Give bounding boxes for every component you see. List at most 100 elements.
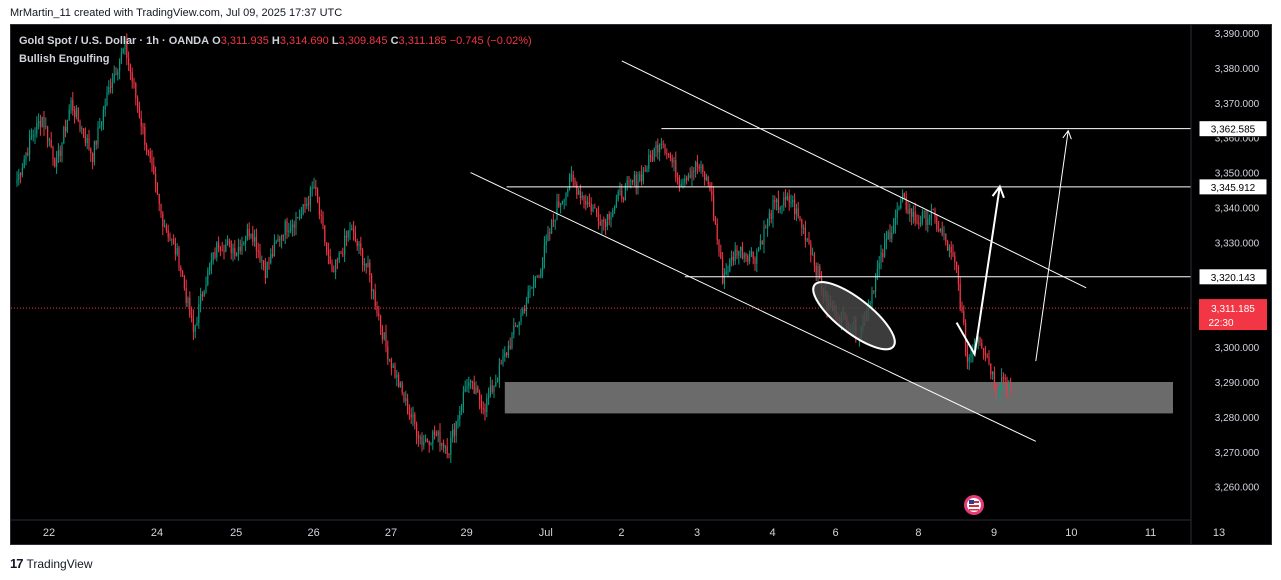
candle-body <box>389 359 391 361</box>
candle-body <box>988 356 990 364</box>
candle-body <box>158 193 160 204</box>
candle-body <box>538 276 540 278</box>
candle-body <box>414 414 416 424</box>
candle-body <box>284 221 286 236</box>
candle-body <box>162 213 164 227</box>
y-tick-label: 3,340.000 <box>1215 204 1260 215</box>
candle-body <box>77 108 79 122</box>
candle-body <box>950 246 952 253</box>
candle-body <box>637 180 639 188</box>
candle-body <box>617 191 619 200</box>
candle-body <box>507 345 509 356</box>
tradingview-logo[interactable]: 17 TradingView <box>10 556 93 571</box>
candle-body <box>367 262 369 267</box>
channel-line-upper[interactable] <box>621 60 1087 289</box>
candle-body <box>506 353 508 356</box>
candle-body <box>410 414 412 418</box>
candle-body <box>914 211 916 222</box>
engulfing-ellipse[interactable] <box>804 272 904 360</box>
price-tag[interactable] <box>1198 268 1268 286</box>
projection-path[interactable] <box>955 186 1001 358</box>
candle-body <box>981 343 983 348</box>
candle-body <box>349 230 351 232</box>
candle-body <box>173 238 175 243</box>
candle-body <box>504 353 506 357</box>
candle-body <box>761 240 763 245</box>
candle-body <box>671 158 673 163</box>
candle-body <box>655 144 657 149</box>
candle-body <box>383 332 385 340</box>
chart-frame[interactable]: 3,390.000 3,380.000 3,370.000 3,360.000 3,35… <box>10 24 1272 545</box>
candle-body <box>714 216 716 224</box>
candle-body <box>525 302 527 312</box>
low-value: 3,309.845 <box>338 35 388 47</box>
candle-body <box>885 238 887 242</box>
candle-body <box>336 259 338 261</box>
candle-body <box>569 175 571 189</box>
candle-body <box>605 222 607 227</box>
candle-body <box>527 291 529 303</box>
candle-body <box>232 248 234 253</box>
candle-body <box>475 387 477 394</box>
candle-body <box>457 418 459 422</box>
candle-body <box>372 290 374 292</box>
price-tag[interactable] <box>1198 120 1268 138</box>
tradingview-logo-icon: 17 <box>10 556 24 571</box>
x-tick-label: 10 <box>1065 527 1077 539</box>
candle-body <box>455 421 457 436</box>
candle-body <box>63 127 65 143</box>
candle-body <box>560 204 562 207</box>
candle-body <box>884 241 886 257</box>
candle-body <box>745 253 747 257</box>
candle-body <box>149 151 151 159</box>
candle-body <box>669 154 671 159</box>
candle-body <box>880 252 882 263</box>
candle-body <box>320 214 322 216</box>
candle-body <box>680 183 682 187</box>
candle-body <box>817 266 819 276</box>
candle-body <box>209 265 211 271</box>
candle-body <box>345 235 347 238</box>
price-tag[interactable] <box>1198 178 1268 196</box>
candle-body <box>353 228 355 233</box>
candle-body <box>351 228 353 231</box>
current-price-tag[interactable] <box>1199 299 1267 331</box>
candle-body <box>444 446 446 448</box>
candle-body <box>947 241 949 251</box>
candle-body <box>687 175 689 181</box>
candle-body <box>561 201 563 205</box>
candle-body <box>308 203 310 205</box>
candle-body <box>515 325 517 327</box>
candle-body <box>396 374 398 378</box>
price-chart[interactable]: 3,390.000 3,380.000 3,370.000 3,360.000 3,35… <box>11 25 1272 545</box>
candle-body <box>164 226 166 228</box>
candle-body <box>767 219 769 229</box>
candle-body <box>322 215 324 226</box>
candle-body <box>756 251 758 264</box>
candle-body <box>421 437 423 446</box>
support-zone[interactable] <box>504 382 1173 414</box>
candle-body <box>250 233 252 237</box>
symbol-legend: Gold Spot / U.S. Dollar · 1h · OANDA O3,… <box>19 35 532 47</box>
candle-body <box>30 136 32 138</box>
candle-body <box>551 220 553 234</box>
candle-body <box>819 266 821 279</box>
candle-body <box>498 363 500 381</box>
candle-body <box>731 256 733 259</box>
target-arrow[interactable] <box>1035 130 1069 362</box>
candle-body <box>759 240 761 248</box>
candle-body <box>189 297 191 316</box>
candle-body <box>230 241 232 253</box>
drawings-layer[interactable] <box>470 60 1191 442</box>
candle-body <box>711 190 713 196</box>
candle-body <box>813 254 815 266</box>
candle-body <box>581 195 583 199</box>
indicator-label[interactable]: Bullish Engulfing <box>19 53 110 65</box>
channel-line-lower[interactable] <box>470 172 1037 442</box>
candle-body <box>201 294 203 297</box>
candle-body <box>936 217 938 230</box>
candle-body <box>542 259 544 270</box>
candle-body <box>812 254 814 256</box>
candle-body <box>749 255 751 262</box>
candle-body <box>153 165 155 175</box>
